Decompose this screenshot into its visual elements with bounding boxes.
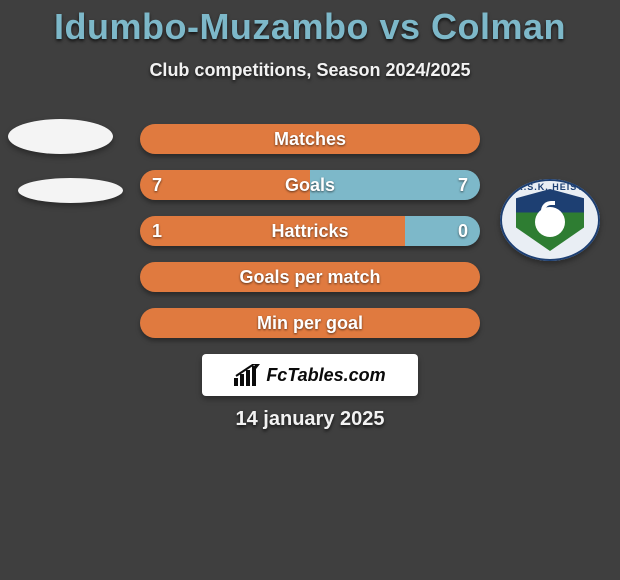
row-value-left: 1 <box>152 216 162 246</box>
row-label: Matches <box>140 124 480 154</box>
comparison-row: Hattricks1 0 <box>140 216 480 246</box>
row-value-left: 7 <box>152 170 162 200</box>
page-title: Idumbo-Muzambo vs Colman <box>0 0 620 48</box>
player-left-badge-1 <box>8 119 113 154</box>
shield-icon <box>516 189 584 251</box>
page-subtitle: Club competitions, Season 2024/2025 <box>0 60 620 81</box>
swan-icon <box>535 207 565 237</box>
comparison-row: Goals per match <box>140 262 480 292</box>
comparison-infographic: Idumbo-Muzambo vs Colman Club competitio… <box>0 0 620 580</box>
player-left-badge-2 <box>18 178 123 203</box>
row-value-right: 0 <box>458 216 468 246</box>
bar-chart-icon <box>234 364 260 386</box>
player-right-club-badge: K.S.K. HEIST <box>500 179 600 261</box>
row-label: Goals per match <box>140 262 480 292</box>
comparison-rows: Matches Goals7 7 Hattricks1 0 Goals per match… <box>140 124 480 354</box>
brand-text: FcTables.com <box>266 365 385 386</box>
club-logo: K.S.K. HEIST <box>500 179 600 261</box>
row-label: Hattricks <box>140 216 480 246</box>
comparison-row: Matches <box>140 124 480 154</box>
comparison-row: Goals7 7 <box>140 170 480 200</box>
row-value-right: 7 <box>458 170 468 200</box>
brand-watermark: FcTables.com <box>202 354 418 396</box>
row-label: Min per goal <box>140 308 480 338</box>
row-label: Goals <box>140 170 480 200</box>
date-label: 14 january 2025 <box>0 408 620 431</box>
comparison-row: Min per goal <box>140 308 480 338</box>
